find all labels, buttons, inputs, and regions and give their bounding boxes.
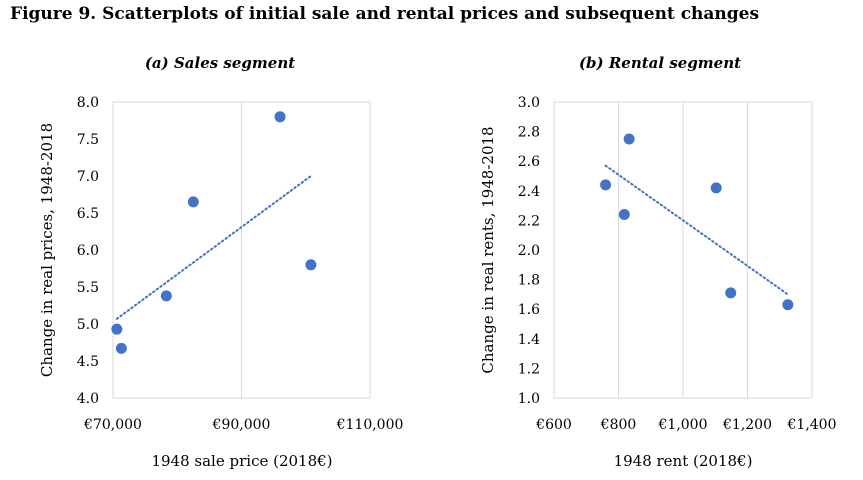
- y-tick-label-b-6: 2.2: [518, 213, 540, 229]
- x-tick-label-b-3: €1,200: [722, 417, 772, 433]
- trendline-a: [115, 175, 312, 320]
- plot-area-a: [112, 101, 371, 399]
- y-tick-label-b-7: 2.4: [518, 184, 540, 200]
- data-point-a-4: [274, 111, 286, 123]
- y-tick-label-b-3: 1.6: [518, 302, 540, 318]
- data-point-a-5: [305, 259, 317, 271]
- scatter-panel-b: (b) Rental segment 1.0 1.2 1.4 1.6 1.8 2.0 2.2 2…: [479, 54, 837, 470]
- y-tick-label-b-0: 1.0: [518, 391, 540, 407]
- y-tick-label-b-4: 1.8: [518, 273, 540, 289]
- y-tick-label-a-3: 5.5: [77, 280, 99, 296]
- x-tick-label-b-1: €800: [600, 417, 637, 433]
- y-tick-label-b-10: 3.0: [518, 95, 540, 111]
- data-point-b-2: [623, 133, 635, 145]
- data-point-a-2: [160, 290, 172, 302]
- x-tick-label-a-0: €70,000: [83, 417, 142, 433]
- panel-title-b: (b) Rental segment: [579, 54, 741, 72]
- x-tick-label-a-2: €110,000: [336, 417, 404, 433]
- x-axis-label-a: 1948 sale price (2018€): [151, 452, 332, 470]
- data-point-a-0: [111, 323, 123, 335]
- x-tick-label-a-1: €90,000: [212, 417, 271, 433]
- panel-title-a: (a) Sales segment: [145, 54, 295, 72]
- y-axis-label-a: Change in real prices, 1948-2018: [38, 123, 56, 377]
- x-tick-label-b-0: €600: [535, 417, 572, 433]
- y-tick-label-b-8: 2.6: [518, 154, 540, 170]
- x-tick-label-b-2: €1,000: [658, 417, 708, 433]
- y-tick-label-a-8: 8.0: [77, 95, 99, 111]
- y-tick-label-b-1: 1.2: [518, 361, 540, 377]
- y-tick-label-a-1: 4.5: [77, 354, 99, 370]
- figure-title: Figure 9. Scatterplots of initial sale a…: [10, 4, 760, 24]
- scatter-panel-a: (a) Sales segment 4.0 4.5 5.0 5.5 6.0 6.5 7.0 7.…: [38, 54, 403, 470]
- y-tick-label-a-2: 5.0: [77, 317, 99, 333]
- y-tick-label-a-4: 6.0: [77, 243, 99, 259]
- data-point-b-1: [618, 208, 630, 220]
- y-tick-label-a-7: 7.5: [77, 132, 99, 148]
- plot-area-b: [553, 101, 813, 399]
- trendline-b: [604, 164, 789, 296]
- y-tick-label-a-0: 4.0: [77, 391, 99, 407]
- x-axis-label-b: 1948 rent (2018€): [614, 452, 753, 470]
- data-point-a-1: [115, 342, 127, 354]
- data-point-b-3: [710, 182, 722, 194]
- data-point-b-5: [782, 299, 794, 311]
- y-tick-label-b-5: 2.0: [518, 243, 540, 259]
- data-point-b-4: [725, 287, 737, 299]
- y-axis-label-b: Change in real rents, 1948-2018: [479, 126, 497, 373]
- y-tick-label-a-6: 7.0: [77, 169, 99, 185]
- data-point-a-3: [187, 196, 199, 208]
- y-tick-label-a-5: 6.5: [77, 206, 99, 222]
- y-tick-label-b-9: 2.8: [518, 125, 540, 141]
- y-tick-label-b-2: 1.4: [518, 332, 540, 348]
- data-point-b-0: [600, 179, 612, 191]
- x-tick-label-b-4: €1,400: [787, 417, 837, 433]
